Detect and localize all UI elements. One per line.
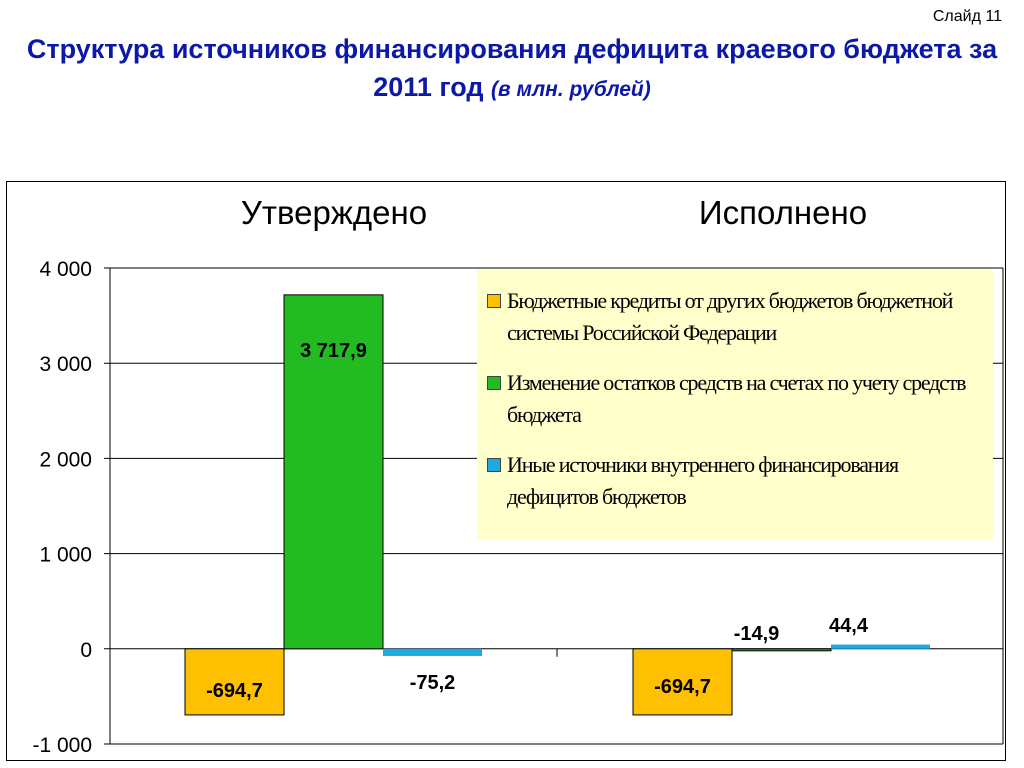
y-tick-label: -1 000 xyxy=(32,734,92,757)
bar xyxy=(383,648,482,656)
title-main: Структура источников финансирования дефи… xyxy=(26,34,998,102)
data-label: -75,2 xyxy=(410,672,456,694)
legend-swatch-budget-credits xyxy=(487,294,501,308)
bar xyxy=(632,648,733,716)
bar xyxy=(184,648,285,716)
legend-item-balance-change: Изменение остатков средств на счетах по … xyxy=(487,367,987,431)
legend-swatch-other-sources xyxy=(487,458,501,472)
category-header: Исполнено xyxy=(699,194,867,231)
y-tick-label: 0 xyxy=(80,639,92,662)
chart-frame xyxy=(6,181,1006,761)
data-label: 3 717,9 xyxy=(300,340,367,362)
y-tick-label: 4 000 xyxy=(39,258,92,281)
bar xyxy=(283,294,384,650)
legend-swatch-balance-change xyxy=(487,376,501,390)
data-label: -694,7 xyxy=(654,676,711,698)
data-label: -14,9 xyxy=(734,623,780,645)
y-tick-label: 1 000 xyxy=(39,544,92,567)
title-unit: (в млн. рублей) xyxy=(491,78,651,101)
legend-label-other-sources: Иные источники внутреннего финансировани… xyxy=(507,452,899,509)
page-title: Структура источников финансирования дефи… xyxy=(0,30,1024,109)
legend-label-budget-credits: Бюджетные кредиты от других бюджетов бюд… xyxy=(507,288,953,345)
y-tick-label: 2 000 xyxy=(39,448,92,471)
category-header: Утверждено xyxy=(241,194,427,231)
slide-number: Слайд 11 xyxy=(932,8,1002,25)
chart-legend: Бюджетные кредиты от других бюджетов бюд… xyxy=(477,269,993,539)
legend-item-budget-credits: Бюджетные кредиты от других бюджетов бюд… xyxy=(487,285,987,349)
data-label: 44,4 xyxy=(829,615,869,637)
bar xyxy=(731,648,832,652)
bar xyxy=(831,644,930,649)
legend-label-balance-change: Изменение остатков средств на счетах по … xyxy=(507,370,967,427)
data-label: -694,7 xyxy=(206,680,263,702)
legend-item-other-sources: Иные источники внутреннего финансировани… xyxy=(487,449,987,513)
y-tick-label: 3 000 xyxy=(39,353,92,376)
